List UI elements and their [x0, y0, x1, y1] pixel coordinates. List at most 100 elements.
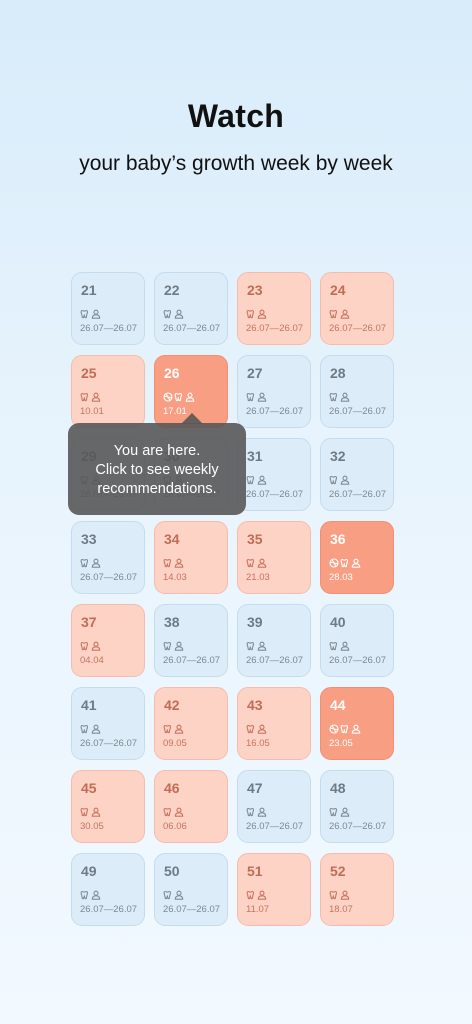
week-tile-25[interactable]: 25 10.01	[71, 355, 145, 428]
person-icon	[174, 638, 184, 656]
week-tile-35[interactable]: 35 21.03	[237, 521, 311, 594]
week-number: 35	[247, 531, 263, 547]
week-number: 39	[247, 614, 263, 630]
week-tile-28[interactable]: 28 26.07—26.07	[320, 355, 394, 428]
person-icon	[91, 638, 101, 656]
week-icons	[80, 804, 101, 822]
tooth-icon	[80, 721, 90, 739]
week-icons	[246, 638, 267, 656]
week-number: 42	[164, 697, 180, 713]
person-icon	[174, 804, 184, 822]
week-date: 26.07—26.07	[80, 904, 138, 915]
week-icons	[246, 555, 267, 573]
person-icon	[257, 472, 267, 490]
week-tile-47[interactable]: 47 26.07—26.07	[237, 770, 311, 843]
tooth-icon	[80, 804, 90, 822]
week-tile-44[interactable]: 44 23.05	[320, 687, 394, 760]
week-tile-34[interactable]: 34 14.03	[154, 521, 228, 594]
week-icons	[163, 887, 184, 905]
week-tile-49[interactable]: 49 26.07—26.07	[71, 853, 145, 926]
person-icon	[257, 638, 267, 656]
tooth-icon	[80, 638, 90, 656]
tooth-icon	[329, 306, 339, 324]
ball-icon	[329, 721, 339, 739]
tooth-icon	[246, 804, 256, 822]
week-tile-43[interactable]: 43 16.05	[237, 687, 311, 760]
tooth-icon	[246, 555, 256, 573]
tooth-icon	[246, 721, 256, 739]
week-tile-39[interactable]: 39 26.07—26.07	[237, 604, 311, 677]
person-icon	[257, 306, 267, 324]
week-tile-21[interactable]: 21 26.07—26.07	[71, 272, 145, 345]
week-number: 52	[330, 863, 346, 879]
person-icon	[91, 306, 101, 324]
tooth-icon	[80, 555, 90, 573]
week-date: 17.01	[163, 406, 187, 417]
week-tile-50[interactable]: 50 26.07—26.07	[154, 853, 228, 926]
week-tile-23[interactable]: 23 26.07—26.07	[237, 272, 311, 345]
week-number: 25	[81, 365, 97, 381]
week-icons	[329, 721, 361, 739]
week-number: 32	[330, 448, 346, 464]
week-date: 26.07—26.07	[246, 323, 304, 334]
week-date: 26.07—26.07	[163, 655, 221, 666]
tooth-icon	[329, 887, 339, 905]
week-icons	[80, 389, 101, 407]
week-tile-48[interactable]: 48 26.07—26.07	[320, 770, 394, 843]
week-date: 26.07—26.07	[329, 323, 387, 334]
tooth-icon	[246, 887, 256, 905]
week-icons	[246, 472, 267, 490]
person-icon	[340, 306, 350, 324]
week-tile-41[interactable]: 41 26.07—26.07	[71, 687, 145, 760]
week-date: 26.07—26.07	[329, 821, 387, 832]
person-icon	[91, 555, 101, 573]
week-tile-27[interactable]: 27 26.07—26.07	[237, 355, 311, 428]
tooth-icon	[174, 389, 184, 407]
week-date: 09.05	[163, 738, 187, 749]
week-date: 26.07—26.07	[80, 738, 138, 749]
week-tile-22[interactable]: 22 26.07—26.07	[154, 272, 228, 345]
week-number: 46	[164, 780, 180, 796]
week-icons	[163, 306, 184, 324]
week-icons	[80, 887, 101, 905]
week-icons	[163, 389, 195, 407]
week-tile-46[interactable]: 46 06.06	[154, 770, 228, 843]
week-date: 18.07	[329, 904, 353, 915]
week-tile-42[interactable]: 42 09.05	[154, 687, 228, 760]
week-date: 14.03	[163, 572, 187, 583]
week-icons	[246, 721, 267, 739]
week-tile-45[interactable]: 45 30.05	[71, 770, 145, 843]
week-tile-37[interactable]: 37 04.04	[71, 604, 145, 677]
week-icons	[80, 306, 101, 324]
week-tile-33[interactable]: 33 26.07—26.07	[71, 521, 145, 594]
person-icon	[351, 721, 361, 739]
person-icon	[257, 804, 267, 822]
week-tile-31[interactable]: 31 26.07—26.07	[237, 438, 311, 511]
weeks-grid: 21 26.07—26.07 22 26.07—26.07 23 26.07—26.07 2…	[71, 272, 394, 926]
week-icons	[163, 555, 184, 573]
week-tile-36[interactable]: 36 28.03	[320, 521, 394, 594]
week-number: 40	[330, 614, 346, 630]
tooth-icon	[80, 389, 90, 407]
page-title: Watch	[187, 98, 285, 134]
week-tile-51[interactable]: 51 11.07	[237, 853, 311, 926]
week-tile-32[interactable]: 32 26.07—26.07	[320, 438, 394, 511]
week-number: 44	[330, 697, 346, 713]
tooth-icon	[340, 555, 350, 573]
week-icons	[329, 804, 350, 822]
week-date: 06.06	[163, 821, 187, 832]
week-tile-24[interactable]: 24 26.07—26.07	[320, 272, 394, 345]
tooth-icon	[340, 721, 350, 739]
current-week-tooltip[interactable]: You are here. Click to see weekly recomm…	[68, 423, 246, 515]
person-icon	[340, 804, 350, 822]
week-tile-40[interactable]: 40 26.07—26.07	[320, 604, 394, 677]
week-icons	[329, 555, 361, 573]
week-number: 36	[330, 531, 346, 547]
week-number: 50	[164, 863, 180, 879]
week-date: 30.05	[80, 821, 104, 832]
person-icon	[91, 887, 101, 905]
week-number: 31	[247, 448, 263, 464]
week-tile-52[interactable]: 52 18.07	[320, 853, 394, 926]
week-tile-38[interactable]: 38 26.07—26.07	[154, 604, 228, 677]
week-date: 26.07—26.07	[246, 489, 304, 500]
